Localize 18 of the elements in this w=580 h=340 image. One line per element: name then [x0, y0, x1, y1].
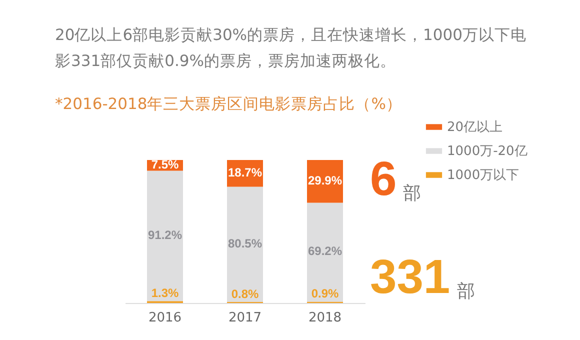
data-label: 7.5% [151, 157, 179, 172]
data-label: 69.2% [308, 244, 342, 258]
data-label: 18.7% [228, 165, 262, 180]
legend-label: 1000万以下 [447, 168, 520, 183]
chart-subtitle: 20亿以上6部电影贡献30%的票房，且在快速增长，1000万以下电影331部仅贡献0.9%的票房，票房加速两极化。 [55, 25, 528, 72]
x-tick-label: 2016 [148, 310, 182, 326]
data-label: 29.9% [308, 173, 342, 188]
data-label: 80.5% [228, 236, 262, 250]
legend-label: 20亿以上 [447, 120, 503, 135]
chart-title: *2016-2018年三大票房区间电影票房占比（%） [55, 94, 402, 115]
data-label: 91.2% [148, 228, 182, 242]
bar [147, 170, 183, 302]
x-tick-label: 2017 [228, 310, 262, 326]
data-label: 1.3% [151, 286, 179, 300]
x-tick-label: 2018 [308, 310, 342, 326]
data-label: 0.9% [311, 286, 339, 301]
legend-label: 1000万-20亿 [447, 144, 528, 159]
data-label: 0.8% [231, 286, 259, 301]
